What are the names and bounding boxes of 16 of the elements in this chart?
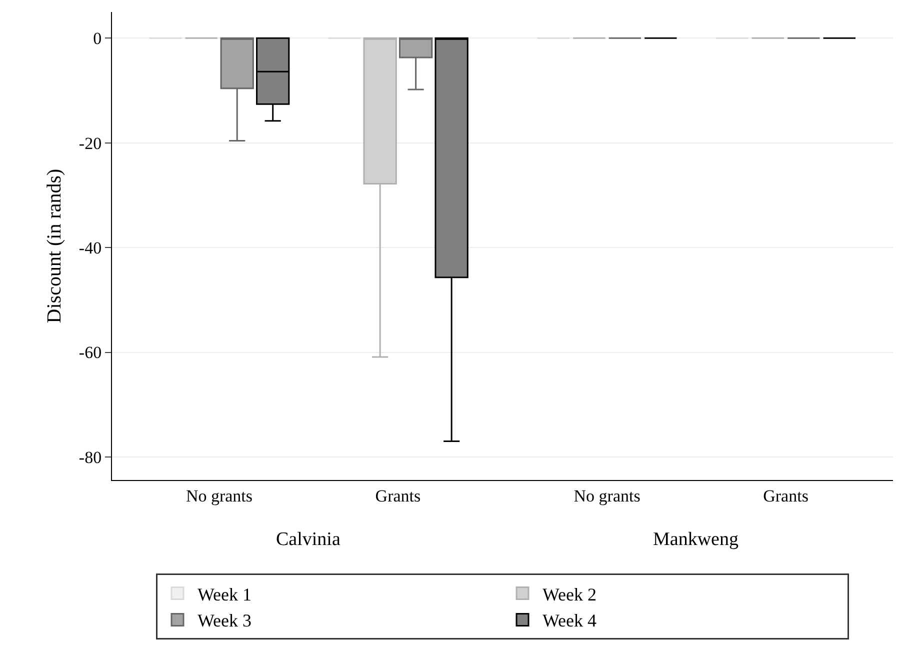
legend-label: Week 2 xyxy=(542,584,597,604)
x-tick-label: Grants xyxy=(375,486,421,506)
x-tick-label: No grants xyxy=(574,486,640,506)
y-tick-label: 0 xyxy=(93,29,102,48)
y-tick-label: -20 xyxy=(78,134,102,153)
y-tick-label: -40 xyxy=(78,238,102,258)
legend-label: Week 4 xyxy=(542,610,597,631)
text: Calvinia xyxy=(276,529,341,550)
text: Mankweng xyxy=(653,529,739,550)
y-tick-label: -80 xyxy=(78,448,102,467)
legend-label: Week 1 xyxy=(198,584,252,604)
x-tick-label: Grants xyxy=(763,486,808,506)
legend-label: Week 3 xyxy=(198,610,252,631)
x-tick-label: No grants xyxy=(186,486,253,506)
y-axis-title: Discount (in rands) xyxy=(43,168,66,324)
y-tick-label: -60 xyxy=(78,343,102,362)
